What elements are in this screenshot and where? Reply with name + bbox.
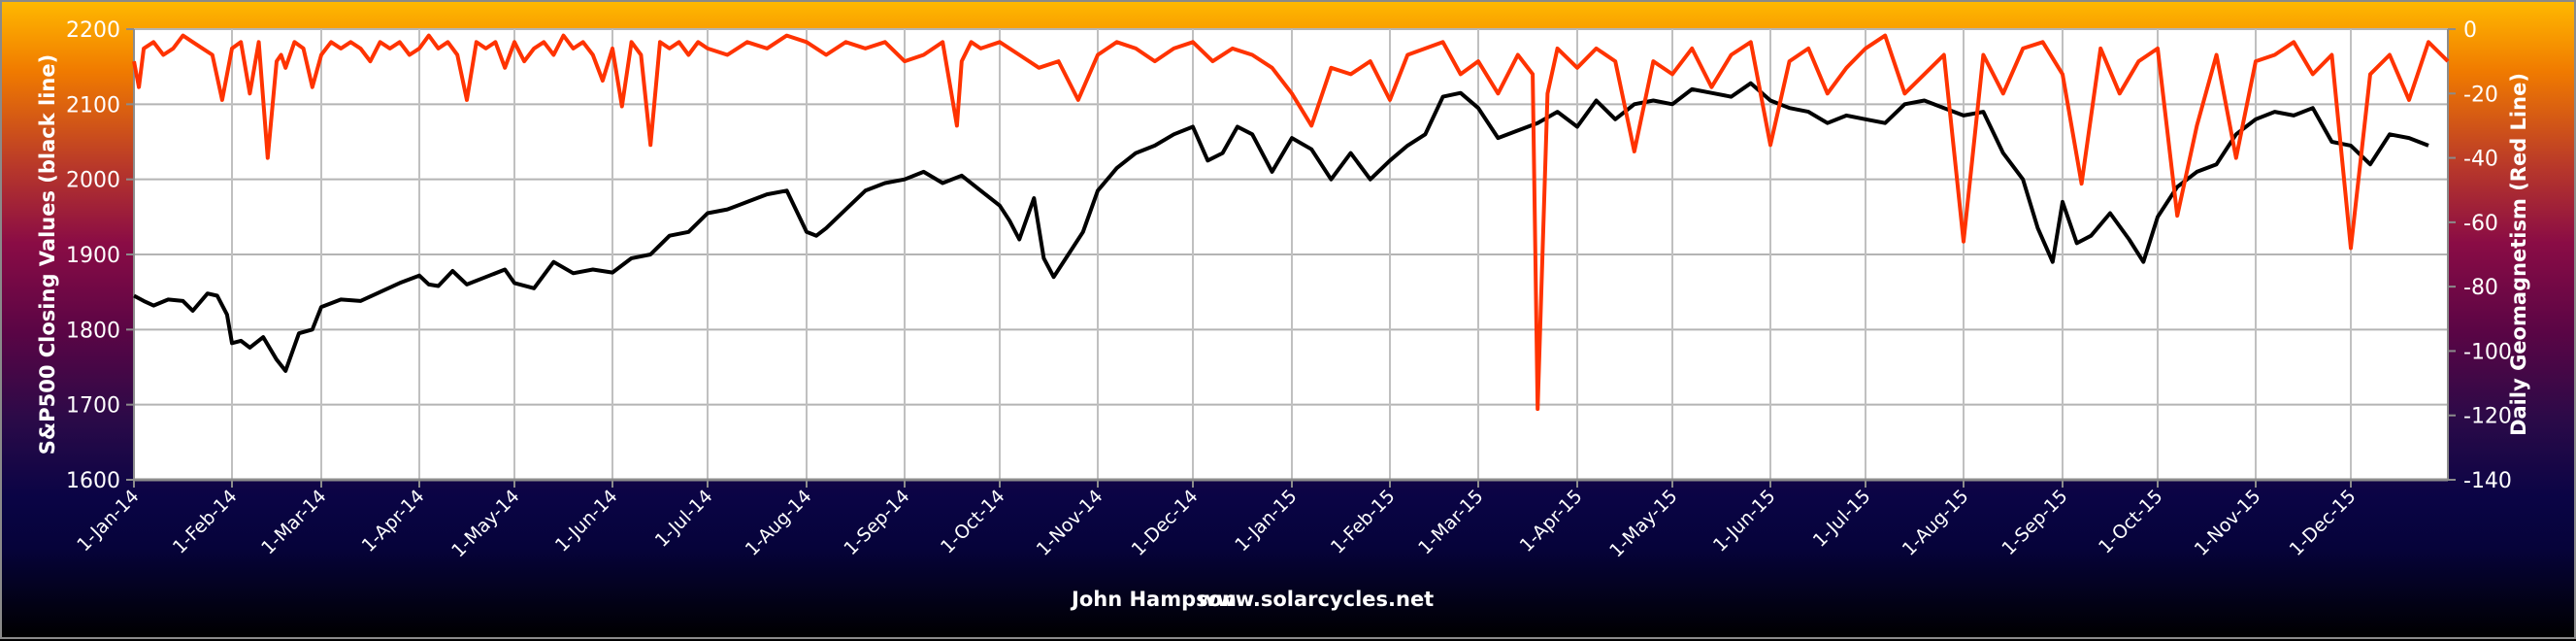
x-tick-label: 1-Jun-15	[1709, 486, 1780, 557]
sp500-series-line	[133, 81, 2429, 373]
right-tick-label: 0	[2463, 18, 2477, 43]
x-tick-label: 1-Dec-15	[2286, 486, 2361, 560]
right-tick-label: -20	[2463, 83, 2498, 107]
right-tick-label: -100	[2463, 340, 2512, 364]
x-tick-label: 1-Aug-15	[1899, 486, 1973, 560]
x-tick-label: 1-Jul-14	[651, 486, 717, 552]
left-tick-label: 2000	[66, 169, 120, 193]
x-tick-label: 1-Jul-15	[1809, 486, 1875, 552]
x-tick-label: 1-Aug-14	[742, 486, 816, 560]
x-axis: 1-Jan-14 1-Feb-14 1-Mar-14 1-Apr-14 1-May-14…	[73, 480, 2361, 561]
x-tick-label: 1-Sep-15	[1998, 486, 2071, 559]
right-tick-label: -40	[2463, 148, 2498, 172]
left-tick-label: 1800	[66, 319, 120, 343]
x-tick-label: 1-Apr-15	[1516, 486, 1587, 557]
x-tick-label: 1-Nov-14	[1033, 486, 1107, 560]
x-tick-label: 1-Jan-14	[73, 486, 143, 556]
x-tick-label: 1-Oct-15	[2095, 486, 2167, 558]
x-tick-label: 1-May-15	[1605, 486, 1681, 561]
right-tick-label: -60	[2463, 212, 2498, 236]
x-tick-label: 1-Nov-15	[2191, 486, 2265, 560]
right-tick-label: -80	[2463, 276, 2498, 300]
left-tick-label: 1900	[66, 244, 120, 268]
x-tick-label: 1-Dec-14	[1128, 486, 1203, 560]
right-tick-label: -120	[2463, 405, 2512, 429]
left-axis-title: S&P500 Closing Values (black line)	[36, 54, 59, 455]
x-tick-label: 1-Sep-14	[840, 486, 913, 559]
left-tick-label: 2200	[66, 18, 120, 43]
x-tick-label: 1-Mar-15	[1414, 486, 1487, 558]
right-tick-label: -140	[2463, 469, 2512, 493]
left-tick-label: 1700	[66, 394, 120, 419]
x-tick-label: 1-Jan-15	[1231, 486, 1301, 556]
left-tick-label: 2100	[66, 93, 120, 118]
x-tick-label: 1-Feb-15	[1327, 486, 1400, 558]
x-tick-label: 1-Apr-14	[358, 486, 429, 557]
left-y-axis: 1600 1700 1800 1900 2000 2100 2200	[66, 18, 134, 493]
left-tick-label: 1600	[66, 469, 120, 493]
x-tick-label: 1-May-14	[447, 486, 523, 561]
x-tick-label: 1-Mar-14	[257, 486, 330, 558]
author-credit: John Hampson	[1070, 588, 1237, 611]
right-y-axis: 0 -20 -40 -60 -80 -100 -120 -140	[2448, 18, 2512, 493]
right-axis-title: Daily Geomagnetism (Red Line)	[2507, 73, 2530, 436]
gridlines	[133, 28, 2449, 482]
geomagnetism-series-line	[132, 33, 2450, 412]
x-tick-label: 1-Oct-14	[937, 486, 1009, 558]
x-tick-label: 1-Feb-14	[169, 486, 242, 558]
x-tick-label: 1-Jun-14	[551, 486, 622, 557]
website-credit: www.solarcycles.net	[1198, 588, 1434, 611]
